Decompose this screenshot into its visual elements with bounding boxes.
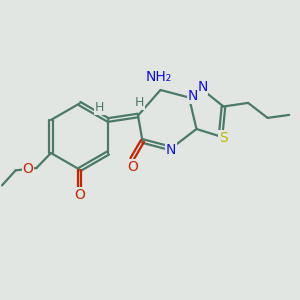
Text: H: H — [135, 96, 144, 110]
Text: S: S — [219, 131, 228, 145]
Text: H: H — [95, 101, 104, 114]
Text: NH₂: NH₂ — [146, 70, 172, 84]
Text: N: N — [166, 143, 176, 157]
Text: O: O — [74, 188, 85, 202]
Text: N: N — [197, 80, 208, 94]
Text: O: O — [127, 160, 138, 174]
Text: N: N — [188, 89, 198, 103]
Text: O: O — [22, 162, 34, 176]
